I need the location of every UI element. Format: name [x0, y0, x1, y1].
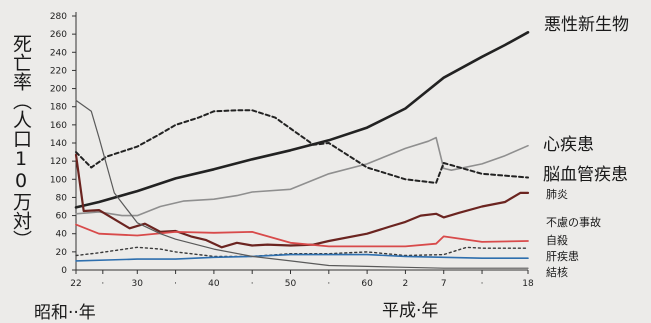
- x-tick-label: 50: [285, 279, 297, 289]
- y-tick-label: 80: [56, 193, 68, 203]
- series-line-1: [74, 30, 530, 209]
- x-tick-label: 18: [522, 279, 534, 289]
- y-tick-label: 20: [56, 248, 68, 258]
- y-tick-label: 40: [56, 230, 68, 240]
- series-label-4: 肺炎: [546, 188, 568, 201]
- series-label-8: 結核: [546, 266, 568, 279]
- series-lines: [74, 30, 530, 269]
- y-tick-label: 120: [50, 157, 67, 167]
- x-tick-label: 7: [441, 279, 447, 289]
- y-tick-label: 180: [50, 103, 67, 113]
- x-axis: 22 · 30 · 40 · 50 · 60 2 7 · 18: [70, 269, 534, 289]
- series-line-6: [75, 246, 529, 258]
- x-tick-label: ·: [327, 279, 330, 289]
- y-tick-label: 220: [50, 66, 67, 76]
- x-tick-label: ·: [101, 279, 104, 289]
- y-tick-label: 0: [61, 266, 67, 276]
- y-tick-label: 280: [50, 12, 67, 22]
- series-label-5: 不慮の事故: [546, 216, 601, 229]
- y-tick-label: 160: [50, 121, 67, 131]
- x-tick-label: 22: [70, 279, 81, 289]
- era-label-heisei: 平成·年: [382, 301, 439, 321]
- x-tick-label: ·: [481, 279, 484, 289]
- y-tick-label: 140: [50, 139, 67, 149]
- series-line-5: [75, 223, 529, 248]
- y-tick-label: 240: [50, 48, 67, 58]
- series-label-3: 脳血管疾患: [543, 165, 628, 185]
- series-label-6: 自殺: [546, 234, 568, 247]
- x-tick-label: 60: [361, 279, 373, 289]
- era-label-showa: 昭和··年: [34, 303, 96, 323]
- x-tick-label: 30: [132, 279, 144, 289]
- series-label-2: 心疾患: [543, 135, 594, 155]
- series-line-7: [75, 253, 529, 262]
- series-line-8: [75, 99, 529, 269]
- y-tick-label: 100: [50, 175, 67, 185]
- x-tick-label: ·: [251, 279, 254, 289]
- y-tick-label: 200: [50, 85, 67, 95]
- y-axis: 0 20 40 60 80 100 120 140 160 180 200 220 240 260 280: [50, 12, 77, 276]
- series-label-7: 肝疾患: [546, 250, 579, 263]
- x-tick-label: 2: [403, 279, 409, 289]
- x-tick-label: 40: [208, 279, 220, 289]
- x-tick-label: ·: [174, 279, 177, 289]
- series-line-3: [75, 109, 529, 184]
- y-tick-label: 60: [56, 212, 68, 222]
- series-label-1: 悪性新生物: [544, 15, 629, 35]
- series-line-4: [74, 153, 530, 249]
- series-line-2: [75, 136, 529, 217]
- y-axis-label: 死亡率（人口10万対）: [10, 34, 32, 249]
- y-tick-label: 260: [50, 30, 67, 40]
